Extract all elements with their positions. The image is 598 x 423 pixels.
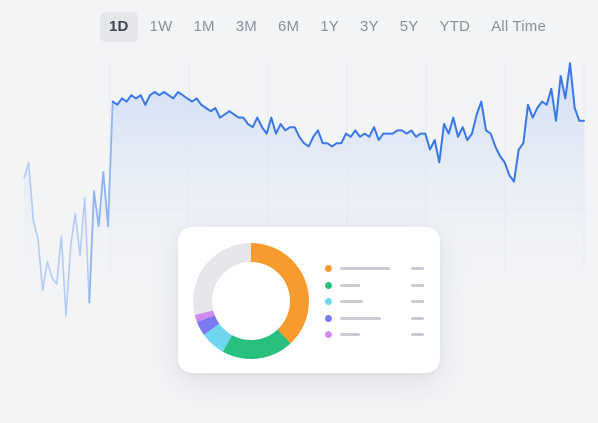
legend-item-4[interactable]	[325, 311, 427, 327]
legend-dot	[325, 298, 332, 305]
donut-segment-6[interactable]	[193, 243, 309, 359]
chart-line-transition	[88, 101, 114, 304]
legend-value-placeholder	[411, 333, 424, 336]
tab-5y[interactable]: 5Y	[399, 18, 419, 35]
legend-dot	[325, 281, 332, 289]
tab-1m[interactable]: 1M	[193, 18, 215, 35]
legend-name-placeholder	[340, 300, 363, 303]
legend-value-placeholder	[411, 300, 424, 303]
allocation-legend	[325, 261, 427, 344]
tab-all-time[interactable]: All Time	[491, 18, 547, 35]
legend-name-placeholder	[340, 283, 360, 287]
allocation-card[interactable]	[178, 227, 440, 373]
legend-name-placeholder	[340, 333, 360, 336]
tab-ytd[interactable]: YTD	[439, 18, 471, 35]
legend-dot	[325, 265, 332, 272]
legend-item-1[interactable]	[325, 261, 427, 277]
allocation-donut-chart	[193, 243, 309, 359]
legend-value-placeholder	[411, 316, 424, 320]
legend-dot	[325, 331, 332, 338]
tab-1w[interactable]: 1W	[149, 18, 173, 35]
chart-line-series	[111, 62, 585, 183]
chart-line-faded	[23, 161, 91, 317]
legend-name-placeholder	[340, 316, 381, 320]
tab-1y[interactable]: 1Y	[320, 18, 339, 35]
legend-item-5[interactable]	[325, 327, 427, 343]
tab-6m[interactable]: 6M	[277, 18, 300, 35]
legend-dot	[325, 314, 332, 322]
donut-segment-2[interactable]	[193, 243, 309, 359]
legend-value-placeholder	[411, 283, 424, 287]
tab-1d[interactable]: 1D	[100, 12, 138, 42]
tab-3m[interactable]: 3M	[235, 18, 257, 35]
legend-name-placeholder	[340, 267, 390, 270]
legend-item-3[interactable]	[325, 294, 427, 310]
time-range-tabs: 1D 1W 1M 3M 6M 1Y 3Y 5Y YTD All Time	[100, 12, 558, 42]
legend-item-2[interactable]	[325, 278, 427, 294]
tab-3y[interactable]: 3Y	[359, 18, 379, 35]
legend-value-placeholder	[411, 267, 424, 270]
